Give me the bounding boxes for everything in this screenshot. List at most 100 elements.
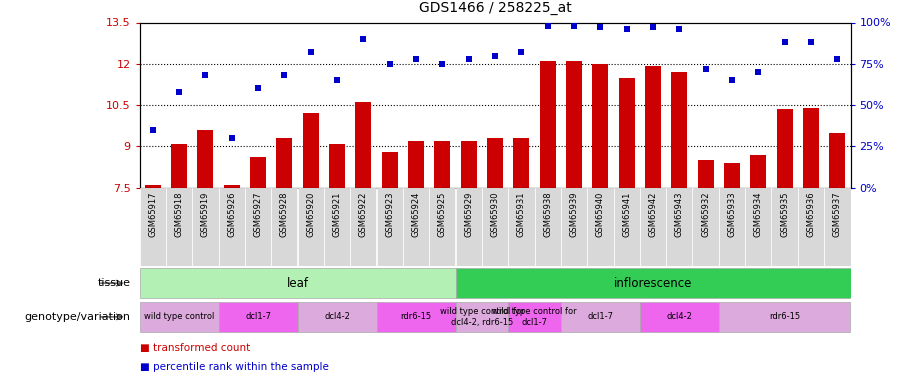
Bar <box>508 302 561 332</box>
Text: GSM65922: GSM65922 <box>359 191 368 237</box>
Bar <box>540 61 555 188</box>
Bar <box>724 163 740 188</box>
Bar <box>561 302 640 332</box>
Text: rdr6-15: rdr6-15 <box>770 312 800 321</box>
Text: GSM65929: GSM65929 <box>464 191 473 237</box>
Bar <box>461 141 477 188</box>
Bar <box>455 268 850 298</box>
Bar <box>513 138 529 188</box>
Bar <box>745 188 771 266</box>
Bar <box>561 188 587 266</box>
Text: GSM65918: GSM65918 <box>175 191 184 237</box>
Text: GSM65936: GSM65936 <box>806 191 815 237</box>
Bar <box>508 188 535 266</box>
Point <box>514 49 528 55</box>
Point <box>172 89 186 95</box>
Bar <box>777 109 793 188</box>
Text: tissue: tissue <box>97 278 130 288</box>
Text: GSM65927: GSM65927 <box>254 191 263 237</box>
Bar <box>197 130 213 188</box>
Point <box>251 86 266 92</box>
Text: GSM65925: GSM65925 <box>437 191 446 237</box>
Text: dcl1-7: dcl1-7 <box>588 312 613 321</box>
Text: rdr6-15: rdr6-15 <box>400 312 432 321</box>
Bar <box>455 302 508 332</box>
Point <box>329 77 344 83</box>
Bar <box>751 154 766 188</box>
Bar <box>429 188 455 266</box>
Bar <box>640 302 719 332</box>
Bar <box>224 185 239 188</box>
Text: GSM65937: GSM65937 <box>832 191 842 237</box>
Text: GSM65930: GSM65930 <box>491 191 500 237</box>
Text: GSM65917: GSM65917 <box>148 191 157 237</box>
Text: GSM65935: GSM65935 <box>780 191 789 237</box>
Bar <box>298 188 324 266</box>
Bar <box>245 188 271 266</box>
Bar <box>482 188 508 266</box>
Point <box>593 24 608 30</box>
Bar <box>435 141 450 188</box>
Text: GSM65934: GSM65934 <box>754 191 763 237</box>
Bar <box>692 188 719 266</box>
Bar <box>219 302 298 332</box>
Point <box>146 127 160 133</box>
Bar <box>592 64 608 188</box>
Point <box>752 69 766 75</box>
Text: GSM65933: GSM65933 <box>727 191 736 237</box>
Bar <box>830 132 845 188</box>
Bar <box>666 188 692 266</box>
Bar <box>271 188 298 266</box>
Text: wild type control: wild type control <box>144 312 214 321</box>
Bar <box>487 138 503 188</box>
Bar <box>645 66 661 188</box>
Bar <box>356 102 371 188</box>
Text: leaf: leaf <box>286 277 309 290</box>
Bar <box>376 188 403 266</box>
Bar <box>193 188 219 266</box>
Text: GSM65941: GSM65941 <box>622 191 631 237</box>
Bar <box>803 108 819 188</box>
Text: GSM65940: GSM65940 <box>596 191 605 237</box>
Text: GSM65926: GSM65926 <box>227 191 236 237</box>
Point <box>303 49 318 55</box>
Bar <box>324 188 350 266</box>
Bar <box>219 188 245 266</box>
Bar <box>403 188 429 266</box>
Bar <box>614 188 640 266</box>
Bar <box>587 188 614 266</box>
Bar <box>302 113 319 188</box>
Text: GSM65924: GSM65924 <box>411 191 420 237</box>
Bar <box>640 188 666 266</box>
Point <box>409 56 423 62</box>
Bar <box>145 185 160 188</box>
Point <box>224 135 238 141</box>
Bar <box>824 188 850 266</box>
Point <box>724 77 739 83</box>
Text: genotype/variation: genotype/variation <box>24 312 130 322</box>
Point <box>804 39 818 45</box>
Bar <box>797 188 824 266</box>
Text: GSM65943: GSM65943 <box>675 191 684 237</box>
Text: wild type control for
dcl1-7: wild type control for dcl1-7 <box>492 307 577 327</box>
Bar <box>140 268 455 298</box>
Point <box>646 24 661 30</box>
Bar <box>671 72 688 188</box>
Text: GSM65931: GSM65931 <box>517 191 526 237</box>
Bar <box>408 141 424 188</box>
Text: dcl1-7: dcl1-7 <box>245 312 271 321</box>
Text: GSM65939: GSM65939 <box>570 191 579 237</box>
Bar <box>166 188 193 266</box>
Text: GSM65928: GSM65928 <box>280 191 289 237</box>
Point <box>435 61 449 67</box>
Text: GSM65921: GSM65921 <box>332 191 341 237</box>
Point <box>672 26 687 32</box>
Bar <box>455 188 482 266</box>
Point <box>698 66 713 72</box>
Bar <box>140 188 166 266</box>
Bar <box>140 302 219 332</box>
Text: GSM65932: GSM65932 <box>701 191 710 237</box>
Text: GDS1466 / 258225_at: GDS1466 / 258225_at <box>418 1 572 15</box>
Point <box>277 72 292 78</box>
Text: GSM65942: GSM65942 <box>649 191 658 237</box>
